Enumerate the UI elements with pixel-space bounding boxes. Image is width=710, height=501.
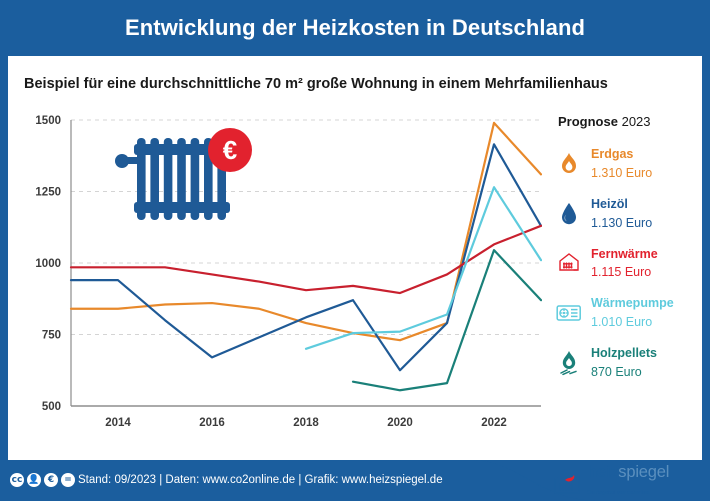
legend-value-heizoel: 1.130 Euro: [591, 215, 653, 230]
chart-legend: Prognose 2023 Erdgas 1.310 Euro: [544, 114, 704, 444]
legend-name-heizoel: Heizöl: [591, 196, 628, 211]
legend-value-fernwaerme: 1.115 Euro: [591, 265, 652, 280]
x-axis-tick-label: 2022: [481, 417, 507, 429]
page-title: Entwicklung der Heizkosten in Deutschlan…: [124, 15, 586, 40]
legend-item-erdgas[interactable]: Erdgas 1.310 Euro: [556, 145, 704, 183]
series-line-fernwärme: [69, 224, 542, 295]
cc-by-icon: 👤: [27, 473, 41, 487]
y-axis-tick-label: 500: [42, 401, 61, 413]
svg-text:€: €: [223, 135, 237, 165]
line-chart: 500 750 1000 1250 1500 2014 2016 2018 2020 2022 €: [35, 115, 542, 429]
series-line-holzpellets: [351, 249, 542, 392]
legend-item-holzpellets[interactable]: Holzpellets 870 Euro: [556, 344, 704, 382]
y-axis-tick-label: 1250: [35, 187, 61, 199]
legend-item-heizoel[interactable]: Heizöl 1.130 Euro: [556, 195, 704, 233]
legend-item-fernwaerme[interactable]: Fernwärme 1.115 Euro: [556, 245, 704, 283]
legend-forecast-header: Prognose 2023: [558, 114, 704, 129]
legend-item-waermepumpe[interactable]: Wärmepumpe 1.010 Euro: [556, 294, 704, 332]
cc-nc-icon: €: [44, 473, 58, 487]
logo-wordmark: heizspiegel: [587, 462, 670, 481]
legend-name-waermepumpe: Wärmepumpe: [591, 296, 674, 311]
legend-name-fernwaerme: Fernwärme: [591, 246, 658, 261]
creative-commons-badges: cc 👤 € =: [10, 473, 75, 487]
cc-icon: cc: [10, 473, 24, 487]
forecast-year: 2023: [621, 114, 651, 129]
cc-nd-icon: =: [61, 473, 75, 487]
legend-name-erdgas: Erdgas: [591, 147, 634, 161]
flame-icon: [556, 149, 582, 179]
logo-house-radiator-icon: [552, 466, 582, 496]
x-axis-tick-label: 2014: [105, 417, 131, 429]
legend-value-waermepumpe: 1.010 Euro: [591, 315, 653, 330]
x-axis-tick-label: 2020: [387, 417, 413, 429]
heizspiegel-logo[interactable]: heizspiegel Ein Angebot von co2online: [552, 462, 702, 500]
footer-source-text: Stand: 09/2023 | Daten: www.co2online.de…: [78, 474, 443, 486]
radiator-illustration: €: [115, 128, 252, 220]
pellet-flame-icon: [556, 348, 582, 378]
y-axis-tick-label: 750: [42, 330, 61, 342]
legend-value-holzpellets: 870 Euro: [591, 364, 642, 379]
chart-plot-area: 500 750 1000 1250 1500 2014 2016 2018 2020 2022 €: [8, 108, 542, 448]
district-heating-icon: [556, 248, 582, 278]
footer-bar: cc 👤 € = Stand: 09/2023 | Daten: www.co2…: [0, 460, 710, 501]
legend-name-holzpellets: Holzpellets: [591, 346, 657, 360]
droplet-icon: [556, 199, 582, 229]
header-bar: Entwicklung der Heizkosten in Deutschlan…: [0, 0, 710, 56]
forecast-label: Prognose: [558, 114, 618, 129]
logo-tagline: Ein Angebot von co2online: [587, 489, 650, 496]
heat-pump-icon: [556, 298, 582, 328]
series-line-wärmepumpe: [304, 186, 542, 350]
legend-value-erdgas: 1.310 Euro: [591, 165, 653, 180]
x-axis-tick-label: 2018: [293, 417, 319, 429]
y-axis-tick-label: 1500: [35, 115, 61, 127]
x-axis-tick-label: 2016: [199, 417, 225, 429]
y-axis-tick-label: 1000: [35, 258, 61, 270]
content-card: Beispiel für eine durchschnittliche 70 m…: [8, 56, 702, 460]
chart-subtitle: Beispiel für eine durchschnittliche 70 m…: [24, 76, 608, 92]
footer-background: [0, 460, 710, 501]
